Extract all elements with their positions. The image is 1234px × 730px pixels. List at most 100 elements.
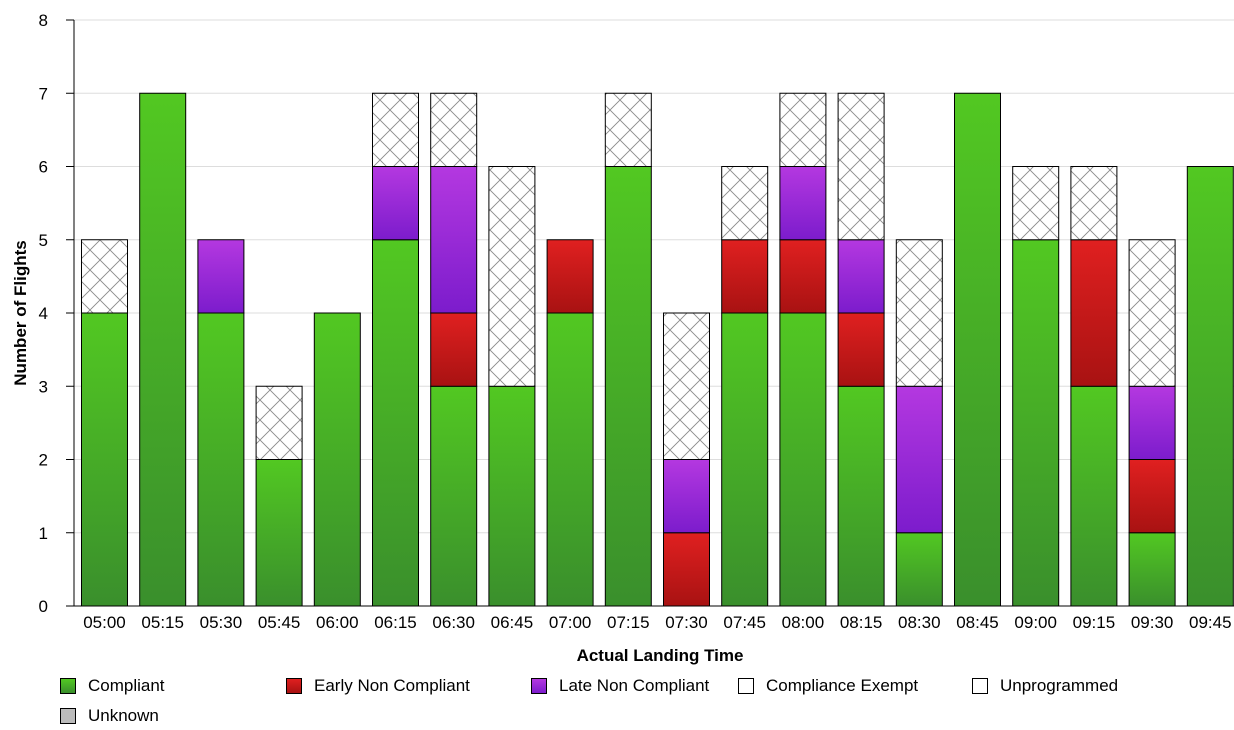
x-tick-label: 08:45	[956, 613, 999, 632]
legend-swatch	[531, 678, 547, 694]
bar-segment-compliant-0745	[721, 312, 769, 607]
bar-segment-compliance-exempt-0745	[721, 166, 769, 241]
bar-segment-early-non-compliant-0800	[779, 239, 827, 314]
bar-segment-compliant-0930	[1128, 532, 1176, 607]
bar-segment-compliance-exempt-0800	[779, 92, 827, 167]
bar-segment-compliance-exempt-0730	[663, 312, 710, 460]
bar-segment-late-non-compliant-0630	[430, 166, 478, 314]
bar-segment-compliance-exempt-0830	[895, 239, 943, 387]
legend-label: Compliant	[88, 676, 165, 695]
x-tick-label: 07:00	[549, 613, 592, 632]
x-tick-label: 05:30	[200, 613, 243, 632]
x-tick-label: 09:30	[1131, 613, 1174, 632]
bar-segment-late-non-compliant-0800	[779, 166, 827, 241]
x-tick-label: 08:00	[782, 613, 825, 632]
x-tick-label: 07:30	[665, 613, 708, 632]
y-tick-label: 1	[39, 524, 48, 543]
legend-item-compliance-exempt: Compliance Exempt	[738, 676, 918, 696]
bar-segment-compliance-exempt-0815	[837, 92, 885, 241]
bar-segment-compliant-0900	[1012, 239, 1060, 607]
y-axis-title: Number of Flights	[11, 240, 30, 385]
legend-label: Early Non Compliant	[314, 676, 470, 695]
x-tick-label: 06:15	[374, 613, 417, 632]
legend-label: Late Non Compliant	[559, 676, 710, 695]
bar-segment-compliance-exempt-0630	[430, 92, 478, 167]
legend-item-compliant: Compliant	[60, 676, 165, 696]
bar-segment-compliant-0545	[255, 459, 303, 607]
bar-segment-early-non-compliant-0930	[1128, 459, 1176, 534]
bar-segment-late-non-compliant-0615	[372, 166, 419, 241]
bar-segment-compliance-exempt-0500	[81, 239, 128, 314]
x-tick-label: 09:45	[1189, 613, 1232, 632]
bar-segment-compliant-0645	[488, 385, 536, 607]
bar-segment-compliant-0830	[895, 532, 943, 607]
x-tick-label: 05:00	[83, 613, 126, 632]
bar-segment-compliance-exempt-0545	[255, 385, 303, 460]
x-tick-label: 08:30	[898, 613, 941, 632]
x-tick-label: 05:15	[141, 613, 184, 632]
bar-segment-compliant-0800	[779, 312, 827, 607]
legend-item-late-non-compliant: Late Non Compliant	[531, 676, 709, 696]
bar-segment-early-non-compliant-0815	[837, 312, 885, 387]
bar-segment-compliant-0630	[430, 385, 478, 607]
bar-segment-early-non-compliant-0915	[1070, 239, 1118, 387]
y-tick-label: 7	[39, 84, 48, 103]
bars-group	[81, 92, 1234, 607]
bar-segment-late-non-compliant-0815	[837, 239, 885, 314]
legend-swatch	[60, 708, 76, 724]
bar-segment-compliant-0715	[604, 166, 652, 607]
x-tick-label: 08:15	[840, 613, 883, 632]
x-tick-label: 06:45	[491, 613, 534, 632]
bar-segment-compliance-exempt-0645	[488, 166, 536, 387]
bar-segment-early-non-compliant-0730	[663, 532, 710, 607]
legend-swatch	[972, 678, 988, 694]
x-tick-label: 09:00	[1014, 613, 1057, 632]
bar-segment-compliant-0500	[81, 312, 128, 607]
x-tick-label: 07:15	[607, 613, 650, 632]
legend-item-early-non-compliant: Early Non Compliant	[286, 676, 470, 696]
bar-segment-early-non-compliant-0745	[721, 239, 769, 314]
bar-segment-compliant-0915	[1070, 385, 1118, 607]
bar-segment-compliance-exempt-0715	[604, 92, 652, 167]
bar-segment-compliant-0700	[546, 312, 594, 607]
legend-swatch	[738, 678, 754, 694]
y-tick-label: 3	[39, 377, 48, 396]
x-tick-label: 06:30	[432, 613, 475, 632]
x-tick-label: 06:00	[316, 613, 359, 632]
y-tick-label: 2	[39, 451, 48, 470]
bar-segment-compliant-0815	[837, 385, 885, 607]
bar-segment-early-non-compliant-0700	[546, 239, 594, 314]
x-tick-label: 07:45	[723, 613, 766, 632]
legend-label: Unknown	[88, 706, 159, 725]
bar-segment-compliant-0615	[372, 239, 419, 607]
bar-segment-compliance-exempt-0930	[1128, 239, 1176, 387]
bar-segment-compliance-exempt-0915	[1070, 166, 1118, 241]
y-tick-label: 4	[39, 304, 48, 323]
legend-swatch	[286, 678, 302, 694]
x-tick-label: 09:15	[1073, 613, 1116, 632]
bar-segment-compliance-exempt-0900	[1012, 166, 1060, 241]
legend-label: Compliance Exempt	[766, 676, 919, 695]
legend-swatch	[60, 678, 76, 694]
bar-segment-compliant-0945	[1186, 166, 1234, 607]
legend-item-unprogrammed: Unprogrammed	[972, 676, 1118, 696]
bar-segment-early-non-compliant-0630	[430, 312, 478, 387]
bar-segment-late-non-compliant-0530	[197, 239, 245, 314]
y-tick-label: 5	[39, 231, 48, 250]
bar-segment-compliant-0600	[313, 312, 361, 607]
axes-group: 0 1 2 3 4 5 6 7 8 05:00 05:15 05:30 05:45 06:00 06:15 0…	[39, 11, 1234, 632]
x-axis-title: Actual Landing Time	[577, 646, 744, 665]
bar-segment-late-non-compliant-0730	[663, 459, 710, 534]
bar-segment-compliant-0845	[954, 92, 1001, 607]
legend-label: Unprogrammed	[1000, 676, 1119, 695]
bar-segment-late-non-compliant-0930	[1128, 385, 1176, 460]
y-tick-label: 0	[39, 597, 48, 616]
bar-segment-compliant-0515	[139, 92, 187, 607]
bar-segment-compliance-exempt-0615	[372, 92, 419, 167]
gridlines	[74, 19, 1234, 534]
legend-item-unknown: Unknown	[60, 706, 159, 726]
x-tick-label: 05:45	[258, 613, 301, 632]
bar-segment-late-non-compliant-0830	[895, 385, 943, 534]
y-tick-label: 8	[39, 11, 48, 30]
